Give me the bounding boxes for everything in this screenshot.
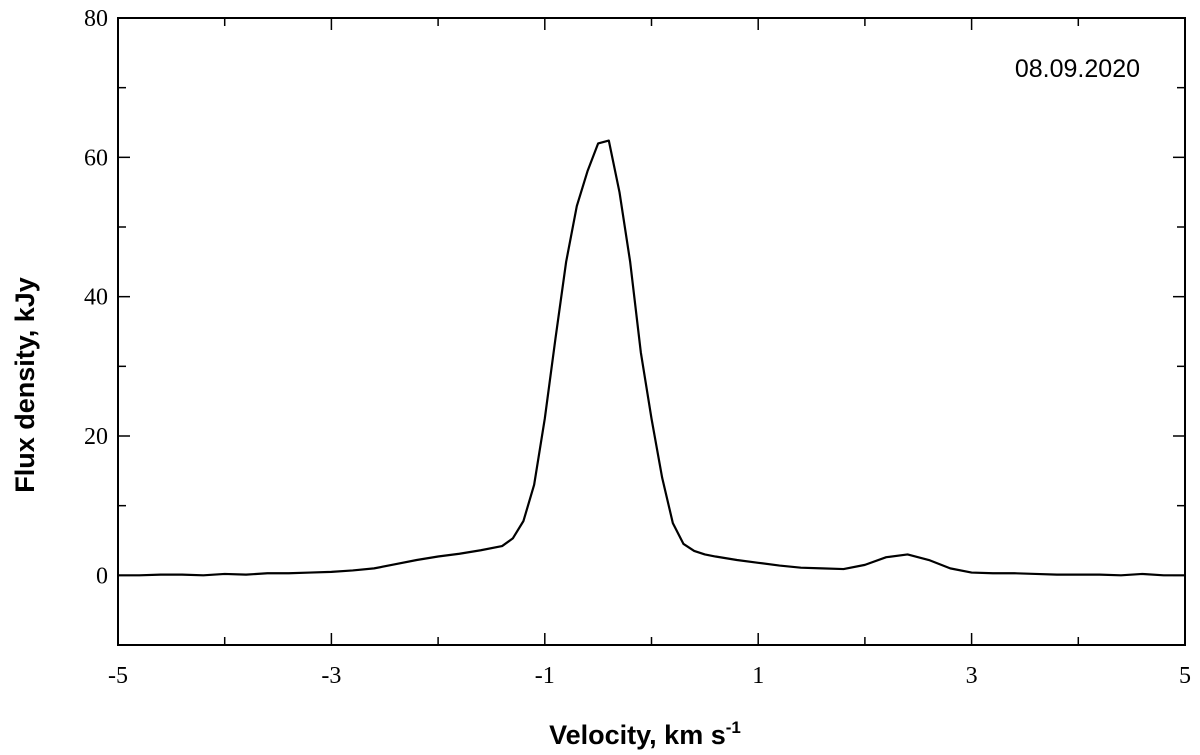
x-axis-title-main: Velocity, km s xyxy=(549,720,726,750)
y-tick-label: 40 xyxy=(84,285,108,311)
x-tick-label: 5 xyxy=(1179,663,1191,689)
x-tick-label: 3 xyxy=(966,663,978,689)
x-tick-label: 1 xyxy=(752,663,764,689)
x-tick-label: -5 xyxy=(108,663,128,689)
y-axis-title: Flux density, kJy xyxy=(10,277,40,493)
y-tick-label: 0 xyxy=(96,563,108,589)
x-tick-label: -3 xyxy=(321,663,341,689)
x-tick-label: -1 xyxy=(535,663,555,689)
x-axis-title: Velocity, km s-1 xyxy=(549,718,741,750)
axis-tick-labels: -5 -3 -1 1 3 5 0 20 40 60 80 xyxy=(84,6,1191,689)
x-axis-title-superscript: -1 xyxy=(726,718,741,737)
series-line xyxy=(118,139,1185,577)
plot-frame xyxy=(117,17,1186,646)
axis-ticks xyxy=(117,17,1186,646)
date-annotation: 08.09.2020 xyxy=(1015,55,1140,83)
y-tick-label: 20 xyxy=(84,424,108,450)
y-tick-label: 80 xyxy=(84,6,108,32)
y-tick-label: 60 xyxy=(84,145,108,171)
